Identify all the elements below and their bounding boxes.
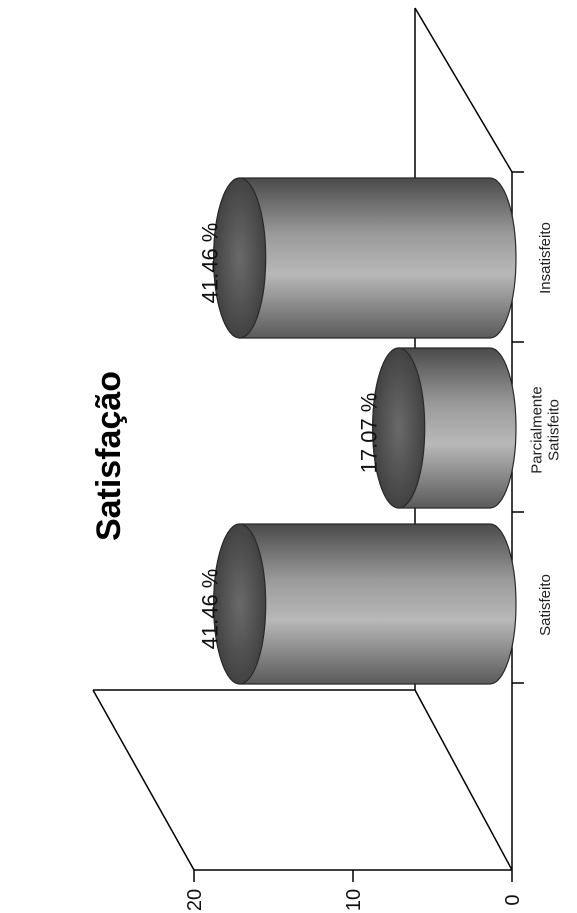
category-label: Satisfeito: [537, 574, 554, 636]
y-tick-label: 10: [343, 889, 365, 911]
data-label: 41.46 %: [198, 569, 223, 650]
bar-cylinder-cap: [213, 523, 267, 685]
bar-cylinder-cap: [213, 177, 267, 339]
category-label: Insatisfeito: [537, 222, 554, 294]
data-labels: 41.46 % 17.07 % 41.46 %: [198, 223, 382, 650]
y-tick-label: 0: [502, 894, 524, 905]
category-label: Parcialmente: [529, 386, 546, 474]
y-tick-label: 20: [184, 889, 206, 911]
data-label: 41.46 %: [198, 223, 223, 304]
floor-left-edge: [414, 689, 513, 871]
data-label: 17.07 %: [357, 393, 382, 474]
category-label: Satisfeito: [546, 399, 563, 461]
bars-group: [213, 177, 517, 685]
y-axis-ticks: 0 10 20: [184, 870, 524, 911]
floor-right-edge: [414, 7, 513, 173]
back-wall-left-edge: [92, 689, 195, 871]
chart-title: Satisfação: [90, 371, 128, 541]
bar-cylinder-cap: [372, 347, 426, 509]
